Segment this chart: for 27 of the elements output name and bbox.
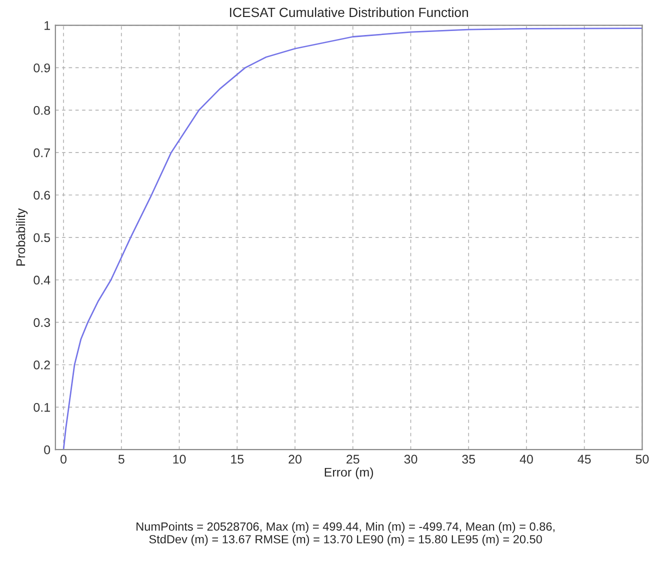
y-tick-label: 0.6 [34,190,50,200]
y-tick-label: 0.5 [34,233,50,242]
x-tick-label: 35 [462,454,476,464]
y-tick-label: 0.9 [34,64,50,72]
chart-title: ICESAT Cumulative Distribution Function [230,7,468,18]
y-tick-label: 0.3 [34,318,50,327]
x-tick-label: 20 [288,454,302,464]
x-tick-label: 30 [404,454,418,464]
y-tick-label: 0.8 [34,106,50,115]
y-tick-label: 0.4 [34,276,50,285]
x-tick-label: 10 [173,454,186,464]
x-tick-label: 5 [118,454,124,464]
x-tick-label: 15 [231,454,244,464]
y-tick-label: 0 [44,445,50,454]
y-tick-label: 1 [44,21,50,30]
x-tick-label: 25 [346,454,360,464]
text: NumPoints = 20528706, Max (m) = 499.44, Min (m) = -499.74, Mean (m) = 0.86, StdDev (m) = 13.67 RMSE (m) = 13.70 LE90 (m) = 15.80 LE95 (m) = 20.50 [136,522,554,546]
x-tick-label: 40 [520,454,533,464]
x-tick-label: 50 [636,454,649,464]
x-tick-label: 0 [60,454,67,464]
line-series [62,28,642,450]
y-axis-title: Probability [16,208,28,266]
x-axis-title: Error (m) [324,468,374,480]
y-tick-label: 0.1 [34,402,50,412]
y-tick-label: 0.7 [34,148,50,158]
y-tick-label: 0.2 [34,360,50,370]
x-tick-label: 45 [578,454,591,464]
